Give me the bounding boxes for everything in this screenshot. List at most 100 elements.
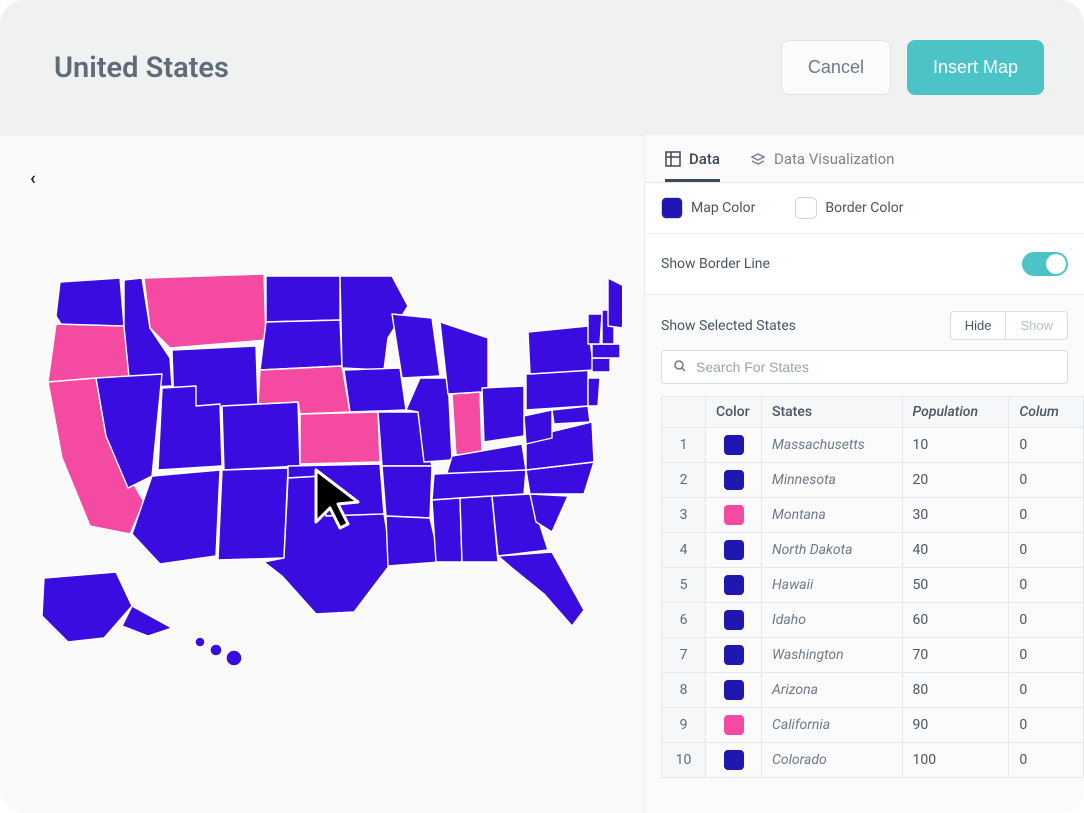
cell-color[interactable]	[706, 638, 762, 673]
cell-state[interactable]: Minnesota	[762, 463, 903, 498]
state-alaska[interactable]	[42, 572, 132, 642]
state-hawaii-3[interactable]	[226, 650, 242, 666]
state-massachusetts[interactable]	[592, 344, 620, 358]
state-south-dakota[interactable]	[260, 320, 342, 370]
state-mississippi[interactable]	[432, 498, 462, 562]
cell-column[interactable]: 0	[1009, 498, 1084, 533]
state-maine[interactable]	[608, 278, 622, 328]
cell-population[interactable]: 90	[902, 708, 1009, 743]
table-row[interactable]: 2Minnesota200	[662, 463, 1084, 498]
state-vermont[interactable]	[588, 314, 602, 344]
cell-column[interactable]: 0	[1009, 743, 1084, 778]
cell-population[interactable]: 100	[902, 743, 1009, 778]
state-iowa[interactable]	[344, 368, 406, 412]
state-hawaii-1[interactable]	[195, 637, 205, 647]
state-maryland[interactable]	[552, 406, 590, 424]
hide-button[interactable]: Hide	[951, 312, 1006, 339]
table-row[interactable]: 9California900	[662, 708, 1084, 743]
cell-column[interactable]: 0	[1009, 428, 1084, 463]
search-input[interactable]	[696, 359, 1055, 375]
cell-color[interactable]	[706, 428, 762, 463]
cell-state[interactable]: Montana	[762, 498, 903, 533]
cell-population[interactable]: 20	[902, 463, 1009, 498]
cell-color[interactable]	[706, 533, 762, 568]
state-connecticut[interactable]	[592, 358, 610, 372]
cell-population[interactable]: 10	[902, 428, 1009, 463]
state-north-dakota[interactable]	[266, 276, 340, 322]
cell-population[interactable]: 50	[902, 568, 1009, 603]
cell-state[interactable]: Washington	[762, 638, 903, 673]
cell-state[interactable]: Colorado	[762, 743, 903, 778]
cell-color[interactable]	[706, 463, 762, 498]
cell-population[interactable]: 60	[902, 603, 1009, 638]
tab-data[interactable]: Data	[665, 135, 720, 182]
us-map[interactable]	[32, 266, 622, 666]
cell-column[interactable]: 0	[1009, 533, 1084, 568]
map-editor-window: United States Cancel Insert Map ‹	[0, 0, 1084, 813]
map-color-swatch[interactable]	[661, 197, 683, 219]
state-montana[interactable]	[144, 274, 266, 348]
cell-column[interactable]: 0	[1009, 463, 1084, 498]
state-new-york[interactable]	[528, 326, 594, 374]
map-color-control[interactable]: Map Color	[661, 197, 755, 219]
back-chevron-icon[interactable]: ‹	[30, 168, 36, 189]
table-row[interactable]: 8Arizona800	[662, 673, 1084, 708]
state-ohio[interactable]	[482, 386, 524, 442]
cell-column[interactable]: 0	[1009, 708, 1084, 743]
show-button[interactable]: Show	[1005, 312, 1067, 339]
filter-row: Show Selected States Hide Show	[645, 295, 1084, 350]
state-new-mexico[interactable]	[218, 468, 288, 560]
cell-color[interactable]	[706, 498, 762, 533]
insert-map-button[interactable]: Insert Map	[907, 40, 1044, 95]
state-alaska-tail[interactable]	[122, 606, 172, 636]
cell-population[interactable]: 80	[902, 673, 1009, 708]
cell-column[interactable]: 0	[1009, 638, 1084, 673]
cell-population[interactable]: 30	[902, 498, 1009, 533]
row-number: 1	[662, 428, 706, 463]
state-kansas[interactable]	[300, 412, 380, 464]
cell-state[interactable]: Arizona	[762, 673, 903, 708]
state-arizona[interactable]	[132, 470, 220, 564]
border-color-swatch[interactable]	[795, 197, 817, 219]
table-row[interactable]: 5Hawaii500	[662, 568, 1084, 603]
cell-population[interactable]: 40	[902, 533, 1009, 568]
cell-population[interactable]: 70	[902, 638, 1009, 673]
border-color-control[interactable]: Border Color	[795, 197, 903, 219]
state-hawaii-2[interactable]	[210, 644, 222, 656]
state-west-virginia[interactable]	[524, 410, 552, 444]
cell-state[interactable]: Idaho	[762, 603, 903, 638]
cell-color[interactable]	[706, 603, 762, 638]
cell-column[interactable]: 0	[1009, 673, 1084, 708]
cell-color[interactable]	[706, 743, 762, 778]
cell-column[interactable]: 0	[1009, 603, 1084, 638]
state-louisiana[interactable]	[386, 516, 440, 566]
cell-state[interactable]: California	[762, 708, 903, 743]
table-row[interactable]: 6Idaho600	[662, 603, 1084, 638]
state-oregon[interactable]	[48, 324, 130, 382]
table-row[interactable]: 3Montana300	[662, 498, 1084, 533]
table-row[interactable]: 10Colorado1000	[662, 743, 1084, 778]
state-florida[interactable]	[498, 552, 584, 626]
cell-state[interactable]: Hawaii	[762, 568, 903, 603]
table-row[interactable]: 4 North Dakota400	[662, 533, 1084, 568]
state-colorado[interactable]	[222, 402, 300, 470]
cancel-button[interactable]: Cancel	[781, 40, 891, 95]
cell-color[interactable]	[706, 568, 762, 603]
state-arkansas[interactable]	[382, 466, 432, 518]
search-box[interactable]	[661, 350, 1068, 384]
state-michigan[interactable]	[440, 322, 488, 394]
show-border-toggle[interactable]	[1022, 252, 1068, 276]
row-number: 4	[662, 533, 706, 568]
cell-state[interactable]: North Dakota	[762, 533, 903, 568]
cell-color[interactable]	[706, 673, 762, 708]
cell-color[interactable]	[706, 708, 762, 743]
tab-visualization[interactable]: Data Visualization	[750, 135, 894, 182]
cell-column[interactable]: 0	[1009, 568, 1084, 603]
table-row[interactable]: 1 Massachusetts100	[662, 428, 1084, 463]
state-new-jersey[interactable]	[588, 378, 600, 406]
cell-state[interactable]: Massachusetts	[762, 428, 903, 463]
state-indiana[interactable]	[452, 392, 482, 456]
table-row[interactable]: 7Washington700	[662, 638, 1084, 673]
table-icon	[665, 151, 681, 167]
state-pennsylvania[interactable]	[526, 370, 588, 410]
